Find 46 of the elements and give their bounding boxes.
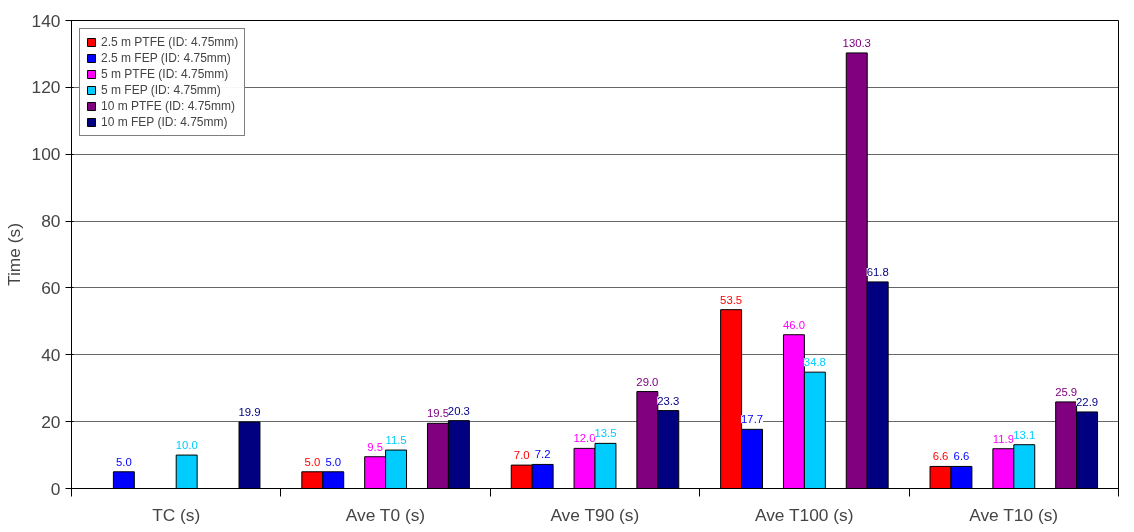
data-label: 23.3 — [657, 394, 680, 407]
x-tick-label: TC (s) — [152, 504, 201, 525]
legend-label: 5 m PTFE (ID: 4.75mm) — [101, 67, 229, 81]
data-label: 46.0 — [782, 318, 805, 331]
data-label: 5.0 — [115, 455, 132, 468]
y-tick-label: 80 — [41, 211, 61, 232]
data-label: 11.9 — [992, 432, 1014, 445]
data-label: 13.1 — [1013, 428, 1036, 441]
legend-label: 10 m PTFE (ID: 4.75mm) — [101, 99, 236, 113]
data-label: 7.2 — [534, 448, 551, 461]
x-tick-label: Ave T0 (s) — [345, 504, 426, 525]
y-tick-label: 20 — [41, 411, 61, 432]
x-tick-label: Ave T10 (s) — [969, 504, 1059, 525]
data-label: 13.5 — [594, 427, 617, 440]
data-label: 12.0 — [573, 432, 596, 445]
data-label: 130.3 — [842, 36, 871, 49]
legend-label: 10 m FEP (ID: 4.75mm) — [101, 115, 228, 129]
data-label: 11.5 — [385, 434, 407, 447]
data-label: 53.5 — [720, 293, 743, 306]
y-tick-label: 120 — [31, 77, 61, 98]
y-tick-label: 140 — [31, 10, 61, 31]
data-label: 61.8 — [866, 265, 889, 278]
data-label: 5.0 — [325, 455, 342, 468]
data-label: 22.9 — [1076, 395, 1099, 408]
data-label: 5.0 — [304, 455, 321, 468]
data-label: 29.0 — [636, 375, 659, 388]
x-tick-label: Ave T100 (s) — [754, 504, 854, 525]
legend-label: 5 m FEP (ID: 4.75mm) — [101, 83, 221, 97]
data-label: 10.0 — [175, 439, 198, 452]
data-label: 6.6 — [953, 450, 970, 463]
data-label: 19.5 — [426, 407, 449, 420]
data-label: 9.5 — [367, 440, 384, 453]
y-tick-label: 0 — [50, 478, 61, 499]
x-tick-label: Ave T90 (s) — [550, 504, 640, 525]
data-label: 6.6 — [932, 450, 949, 463]
data-label: 7.0 — [513, 449, 530, 462]
y-tick-label: 60 — [41, 277, 61, 298]
data-label: 25.9 — [1055, 385, 1078, 398]
y-tick-label: 40 — [41, 344, 61, 365]
data-label: 34.8 — [803, 356, 826, 369]
legend-label: 2.5 m PTFE (ID: 4.75mm) — [101, 35, 239, 49]
legend-label: 2.5 m FEP (ID: 4.75mm) — [101, 51, 231, 65]
data-label: 17.7 — [741, 413, 764, 426]
y-tick-label: 100 — [31, 144, 61, 165]
data-label: 19.9 — [238, 405, 261, 418]
y-axis-title: Time (s) — [3, 223, 24, 286]
